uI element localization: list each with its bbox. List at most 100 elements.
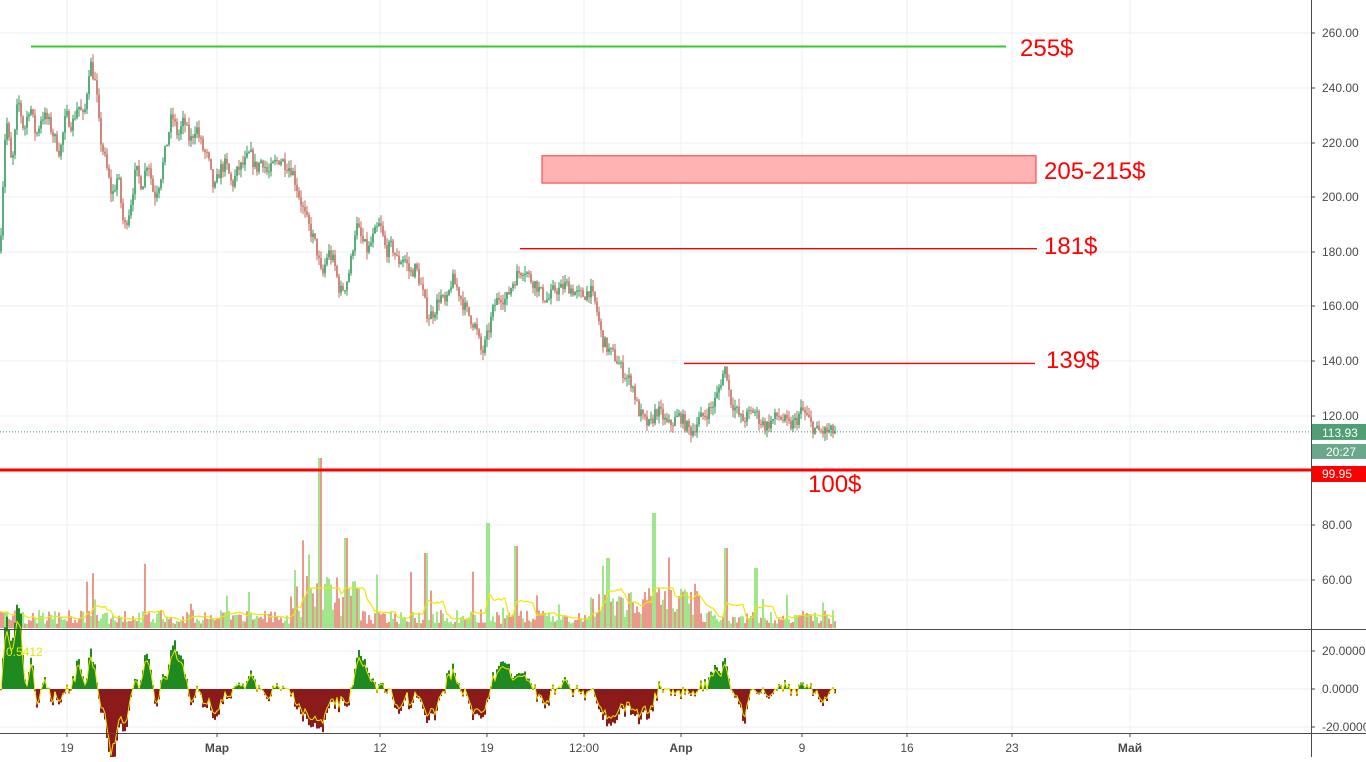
candle-body [790, 420, 792, 429]
oscillator-bar [328, 689, 330, 709]
candle-body [646, 416, 648, 426]
oscillator-bar [42, 683, 44, 689]
oscillator-bar [758, 689, 760, 695]
oscillator-bar [290, 689, 292, 697]
candle-body [706, 416, 708, 420]
candle-body [248, 151, 250, 153]
volume-bar [354, 581, 356, 628]
oscillator-bar [620, 689, 622, 708]
volume-bar [346, 538, 348, 628]
volume-bar [126, 621, 128, 628]
oscillator-bar [778, 684, 780, 689]
candle-body [700, 412, 702, 418]
volume-bar [10, 620, 12, 628]
price-tags: 113.93 20:27 99.95 [1312, 423, 1366, 482]
volume-bar [402, 618, 404, 628]
oscillator-bar [316, 689, 318, 729]
volume-bar [582, 621, 584, 628]
volume-bar [754, 568, 756, 628]
candle-body [822, 430, 824, 434]
candle-body [690, 427, 692, 436]
volume-bar [440, 610, 442, 628]
oscillator-bar [314, 689, 316, 724]
oscillator-bar [610, 689, 612, 726]
oscillator-bar [30, 657, 32, 689]
oscillator-bar [446, 673, 448, 689]
candle-body [376, 226, 378, 228]
candle-body [282, 159, 284, 162]
volume-bar [442, 613, 444, 628]
candle-body [476, 323, 478, 330]
volume-bar [568, 621, 570, 628]
volume-bar [546, 615, 548, 628]
volume-bar [672, 608, 674, 628]
oscillator-bar [766, 689, 768, 698]
oscillator-bar [720, 673, 722, 689]
volume-bar [112, 615, 114, 628]
volume-bar [34, 618, 36, 628]
volume-bar [472, 571, 474, 628]
volume-bar [752, 612, 754, 628]
volume-bar [776, 623, 778, 628]
oscillator-bar [642, 689, 644, 713]
candle-body [484, 339, 486, 353]
volume-bar [490, 620, 492, 628]
candle-body [744, 421, 746, 423]
volume-bar [524, 622, 526, 628]
candle-body [584, 296, 586, 300]
volume-bar [572, 622, 574, 628]
volume-bar [368, 615, 370, 628]
oscillator-bar [488, 689, 490, 700]
volume-bar [454, 622, 456, 628]
candle-body [22, 116, 24, 128]
volume-bar [106, 612, 108, 628]
volume-bar [360, 620, 362, 628]
y-tick-label: 260.00 [1322, 26, 1359, 40]
candle-body [220, 164, 222, 179]
oscillator-bar [510, 673, 512, 689]
volume-bar [584, 615, 586, 628]
candle-body [580, 290, 582, 292]
candle-body [362, 236, 364, 242]
candle-body [602, 330, 604, 348]
oscillator-bar [270, 689, 272, 697]
candle-body [384, 235, 386, 246]
volume-bar [774, 620, 776, 628]
volume-bar [748, 618, 750, 628]
candle-body [36, 132, 38, 134]
volume-bar [534, 619, 536, 628]
oscillator-bar [392, 689, 394, 700]
candle-body [670, 420, 672, 426]
volume-bar [626, 610, 628, 628]
volume-bar [618, 596, 620, 628]
volume-bar [22, 611, 24, 628]
oscillator-bar [372, 678, 374, 689]
volume-bar [574, 620, 576, 628]
volume-bar [136, 621, 138, 628]
volume-bar [324, 584, 326, 628]
volume-bar [364, 611, 366, 628]
y-tick-label: 160.00 [1322, 299, 1359, 313]
candle-body [628, 375, 630, 378]
candle-body [316, 238, 318, 256]
candle-body [266, 167, 268, 173]
candle-body [264, 167, 266, 169]
candle-body [302, 205, 304, 208]
candle-body [56, 134, 58, 151]
oscillator-bar [292, 689, 294, 694]
volume-bar [370, 619, 372, 628]
volume-bar [74, 620, 76, 628]
oscillator-bar [52, 689, 54, 706]
volume-bar [764, 618, 766, 628]
oscillator-bar [174, 640, 176, 689]
candle-body [26, 116, 28, 128]
candle-body [128, 215, 130, 226]
volume-bar [418, 613, 420, 628]
candle-body [696, 424, 698, 433]
volume-bar [336, 577, 338, 628]
volume-bar [794, 615, 796, 628]
oscillator-bar [480, 689, 482, 719]
candle-body [750, 410, 752, 412]
volume-bar [528, 620, 530, 628]
